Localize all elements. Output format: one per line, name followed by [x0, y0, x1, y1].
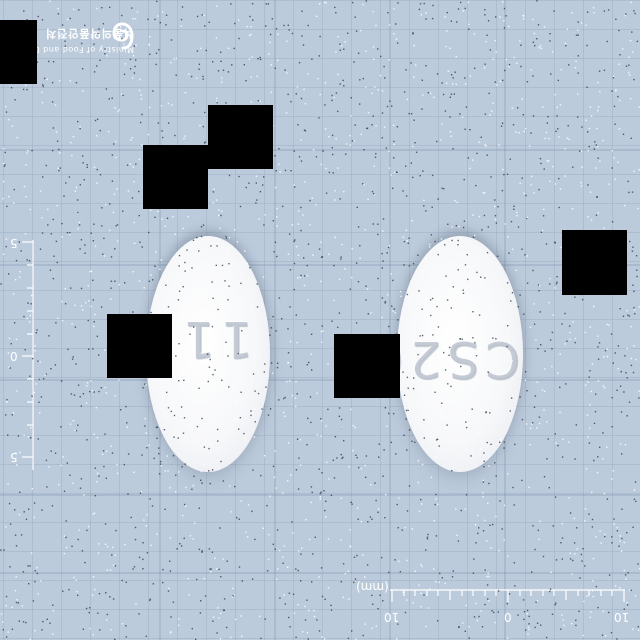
right-pill-imprint: CS20 — [365, 330, 520, 388]
left-pill-imprint: 11 — [177, 310, 253, 368]
bottom-scale-label-zero: 0 — [504, 610, 512, 624]
left-scale-label-bottom: 5 — [10, 450, 18, 464]
spiral-logo-icon — [112, 22, 134, 50]
bottom-scale-unit: (mm) — [356, 580, 389, 594]
occlusion-block — [143, 145, 208, 209]
bottom-scale-label-right: 10 — [614, 610, 630, 624]
occlusion-block — [107, 314, 172, 378]
occlusion-block — [208, 105, 273, 169]
occlusion-block — [562, 230, 627, 295]
occlusion-block — [0, 20, 37, 84]
left-scale-label-zero: 0 — [10, 349, 18, 363]
left-scale-label-top: 5 — [10, 236, 18, 250]
occlusion-block — [334, 334, 400, 398]
bottom-scale-label-left: 10 — [384, 610, 400, 624]
